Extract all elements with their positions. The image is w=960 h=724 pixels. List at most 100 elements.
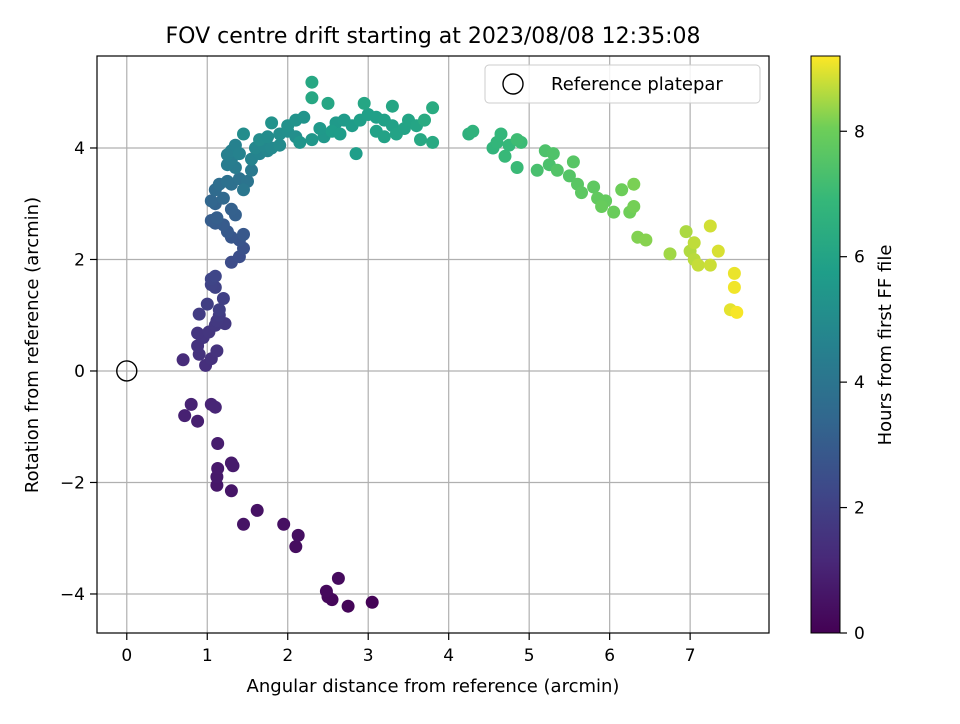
scatter-point bbox=[216, 191, 230, 205]
scatter-point bbox=[498, 149, 512, 163]
scatter-point bbox=[333, 127, 347, 141]
reference-platepar-marker bbox=[116, 360, 138, 382]
colorbar-tick-label: 0 bbox=[854, 624, 865, 644]
scatter-point bbox=[426, 101, 440, 115]
y-tick-label: 0 bbox=[74, 362, 85, 382]
scatter-point bbox=[176, 353, 190, 367]
colorbar-ticks: 0 2 4 6 8 bbox=[840, 122, 865, 644]
scatter-point bbox=[494, 127, 508, 141]
scatter-point bbox=[426, 135, 440, 149]
scatter-point bbox=[200, 297, 214, 311]
scatter-point bbox=[377, 130, 391, 144]
scatter-point bbox=[208, 269, 222, 283]
scatter-point bbox=[615, 183, 629, 197]
scatter-point bbox=[466, 124, 480, 138]
scatter-point bbox=[562, 169, 576, 183]
reference-marker-layer bbox=[116, 360, 138, 382]
x-tick-label: 5 bbox=[524, 646, 535, 666]
scatter-point bbox=[305, 133, 319, 147]
y-tick-label: −2 bbox=[60, 473, 85, 493]
scatter-point bbox=[711, 244, 725, 258]
scatter-point bbox=[291, 528, 305, 542]
scatter-point bbox=[305, 91, 319, 105]
scatter-point bbox=[212, 303, 226, 317]
scatter-point bbox=[297, 110, 311, 124]
x-axis-label: Angular distance from reference (arcmin) bbox=[247, 676, 620, 697]
scatter-point bbox=[293, 135, 307, 149]
x-tick-label: 3 bbox=[363, 646, 374, 666]
scatter-point bbox=[331, 571, 345, 585]
legend-label: Reference platepar bbox=[551, 74, 723, 95]
scatter-point bbox=[232, 147, 246, 161]
scatter-point bbox=[321, 96, 335, 110]
y-axis-label: Rotation from reference (arcmin) bbox=[22, 197, 43, 493]
scatter-point bbox=[663, 247, 677, 261]
scatter-point bbox=[178, 409, 192, 423]
scatter-point bbox=[687, 236, 701, 250]
y-tick-label: 2 bbox=[74, 250, 85, 270]
scatter-point bbox=[627, 200, 641, 213]
scatter-point bbox=[224, 202, 238, 216]
x-axis-ticks: 0 1 2 3 4 5 6 7 bbox=[121, 633, 696, 666]
y-axis-ticks: −4 −2 0 2 4 bbox=[60, 139, 97, 605]
scatter-point bbox=[184, 397, 198, 411]
x-tick-label: 7 bbox=[685, 646, 696, 666]
scatter-point bbox=[237, 517, 250, 531]
chart-title: FOV centre drift starting at 2023/08/08 … bbox=[166, 24, 701, 49]
colorbar-tick-label: 8 bbox=[854, 122, 865, 142]
scatter-point bbox=[211, 462, 225, 475]
scatter-point bbox=[418, 113, 431, 127]
scatter-point bbox=[305, 75, 319, 89]
colorbar-label: Hours from first FF file bbox=[875, 245, 896, 446]
x-tick-label: 4 bbox=[443, 646, 454, 666]
scatter-point bbox=[691, 258, 705, 272]
scatter-point bbox=[587, 180, 601, 194]
scatter-point bbox=[607, 205, 621, 219]
scatter-point bbox=[341, 599, 355, 613]
scatter-point bbox=[679, 225, 693, 239]
scatter-point bbox=[530, 163, 544, 177]
scatter-point bbox=[211, 437, 225, 450]
scatter-point bbox=[546, 147, 560, 161]
scatter-point bbox=[349, 147, 363, 161]
scatter-point bbox=[510, 133, 524, 147]
scatter-point bbox=[357, 96, 371, 110]
scatter-point bbox=[566, 155, 580, 169]
scatter-point bbox=[226, 459, 240, 473]
colorbar-tick-label: 6 bbox=[854, 248, 865, 268]
scatter-point bbox=[627, 177, 641, 191]
colorbar bbox=[810, 55, 841, 634]
scatter-point bbox=[319, 584, 333, 598]
y-tick-label: −4 bbox=[60, 585, 85, 605]
x-tick-label: 2 bbox=[282, 646, 293, 666]
scatter-point bbox=[313, 122, 327, 135]
colorbar-tick-label: 2 bbox=[854, 499, 865, 519]
plot-frame bbox=[96, 55, 770, 634]
scatter-point bbox=[730, 305, 744, 319]
scatter-point bbox=[216, 292, 230, 305]
scatter-point bbox=[237, 183, 250, 197]
scatter-point bbox=[550, 163, 564, 177]
scatter-point bbox=[575, 186, 588, 200]
scatter-point bbox=[210, 211, 224, 225]
scatter-point bbox=[385, 99, 399, 113]
y-tick-label: 4 bbox=[74, 139, 85, 159]
legend-box bbox=[484, 64, 761, 104]
scatter-point bbox=[237, 127, 250, 141]
scatter-point bbox=[191, 326, 205, 340]
scatter-point bbox=[191, 414, 205, 428]
scatter-point bbox=[727, 280, 741, 294]
scatter-point bbox=[510, 161, 524, 174]
scatter-points bbox=[176, 75, 744, 613]
scatter-point bbox=[595, 200, 609, 213]
legend: Reference platepar bbox=[484, 64, 761, 104]
scatter-point bbox=[289, 540, 303, 554]
scatter-point bbox=[261, 130, 275, 144]
scatter-point bbox=[245, 163, 258, 177]
scatter-point bbox=[208, 400, 222, 414]
legend-reference-marker bbox=[502, 73, 524, 95]
scatter-point bbox=[250, 503, 264, 517]
scatter-point bbox=[237, 227, 250, 241]
